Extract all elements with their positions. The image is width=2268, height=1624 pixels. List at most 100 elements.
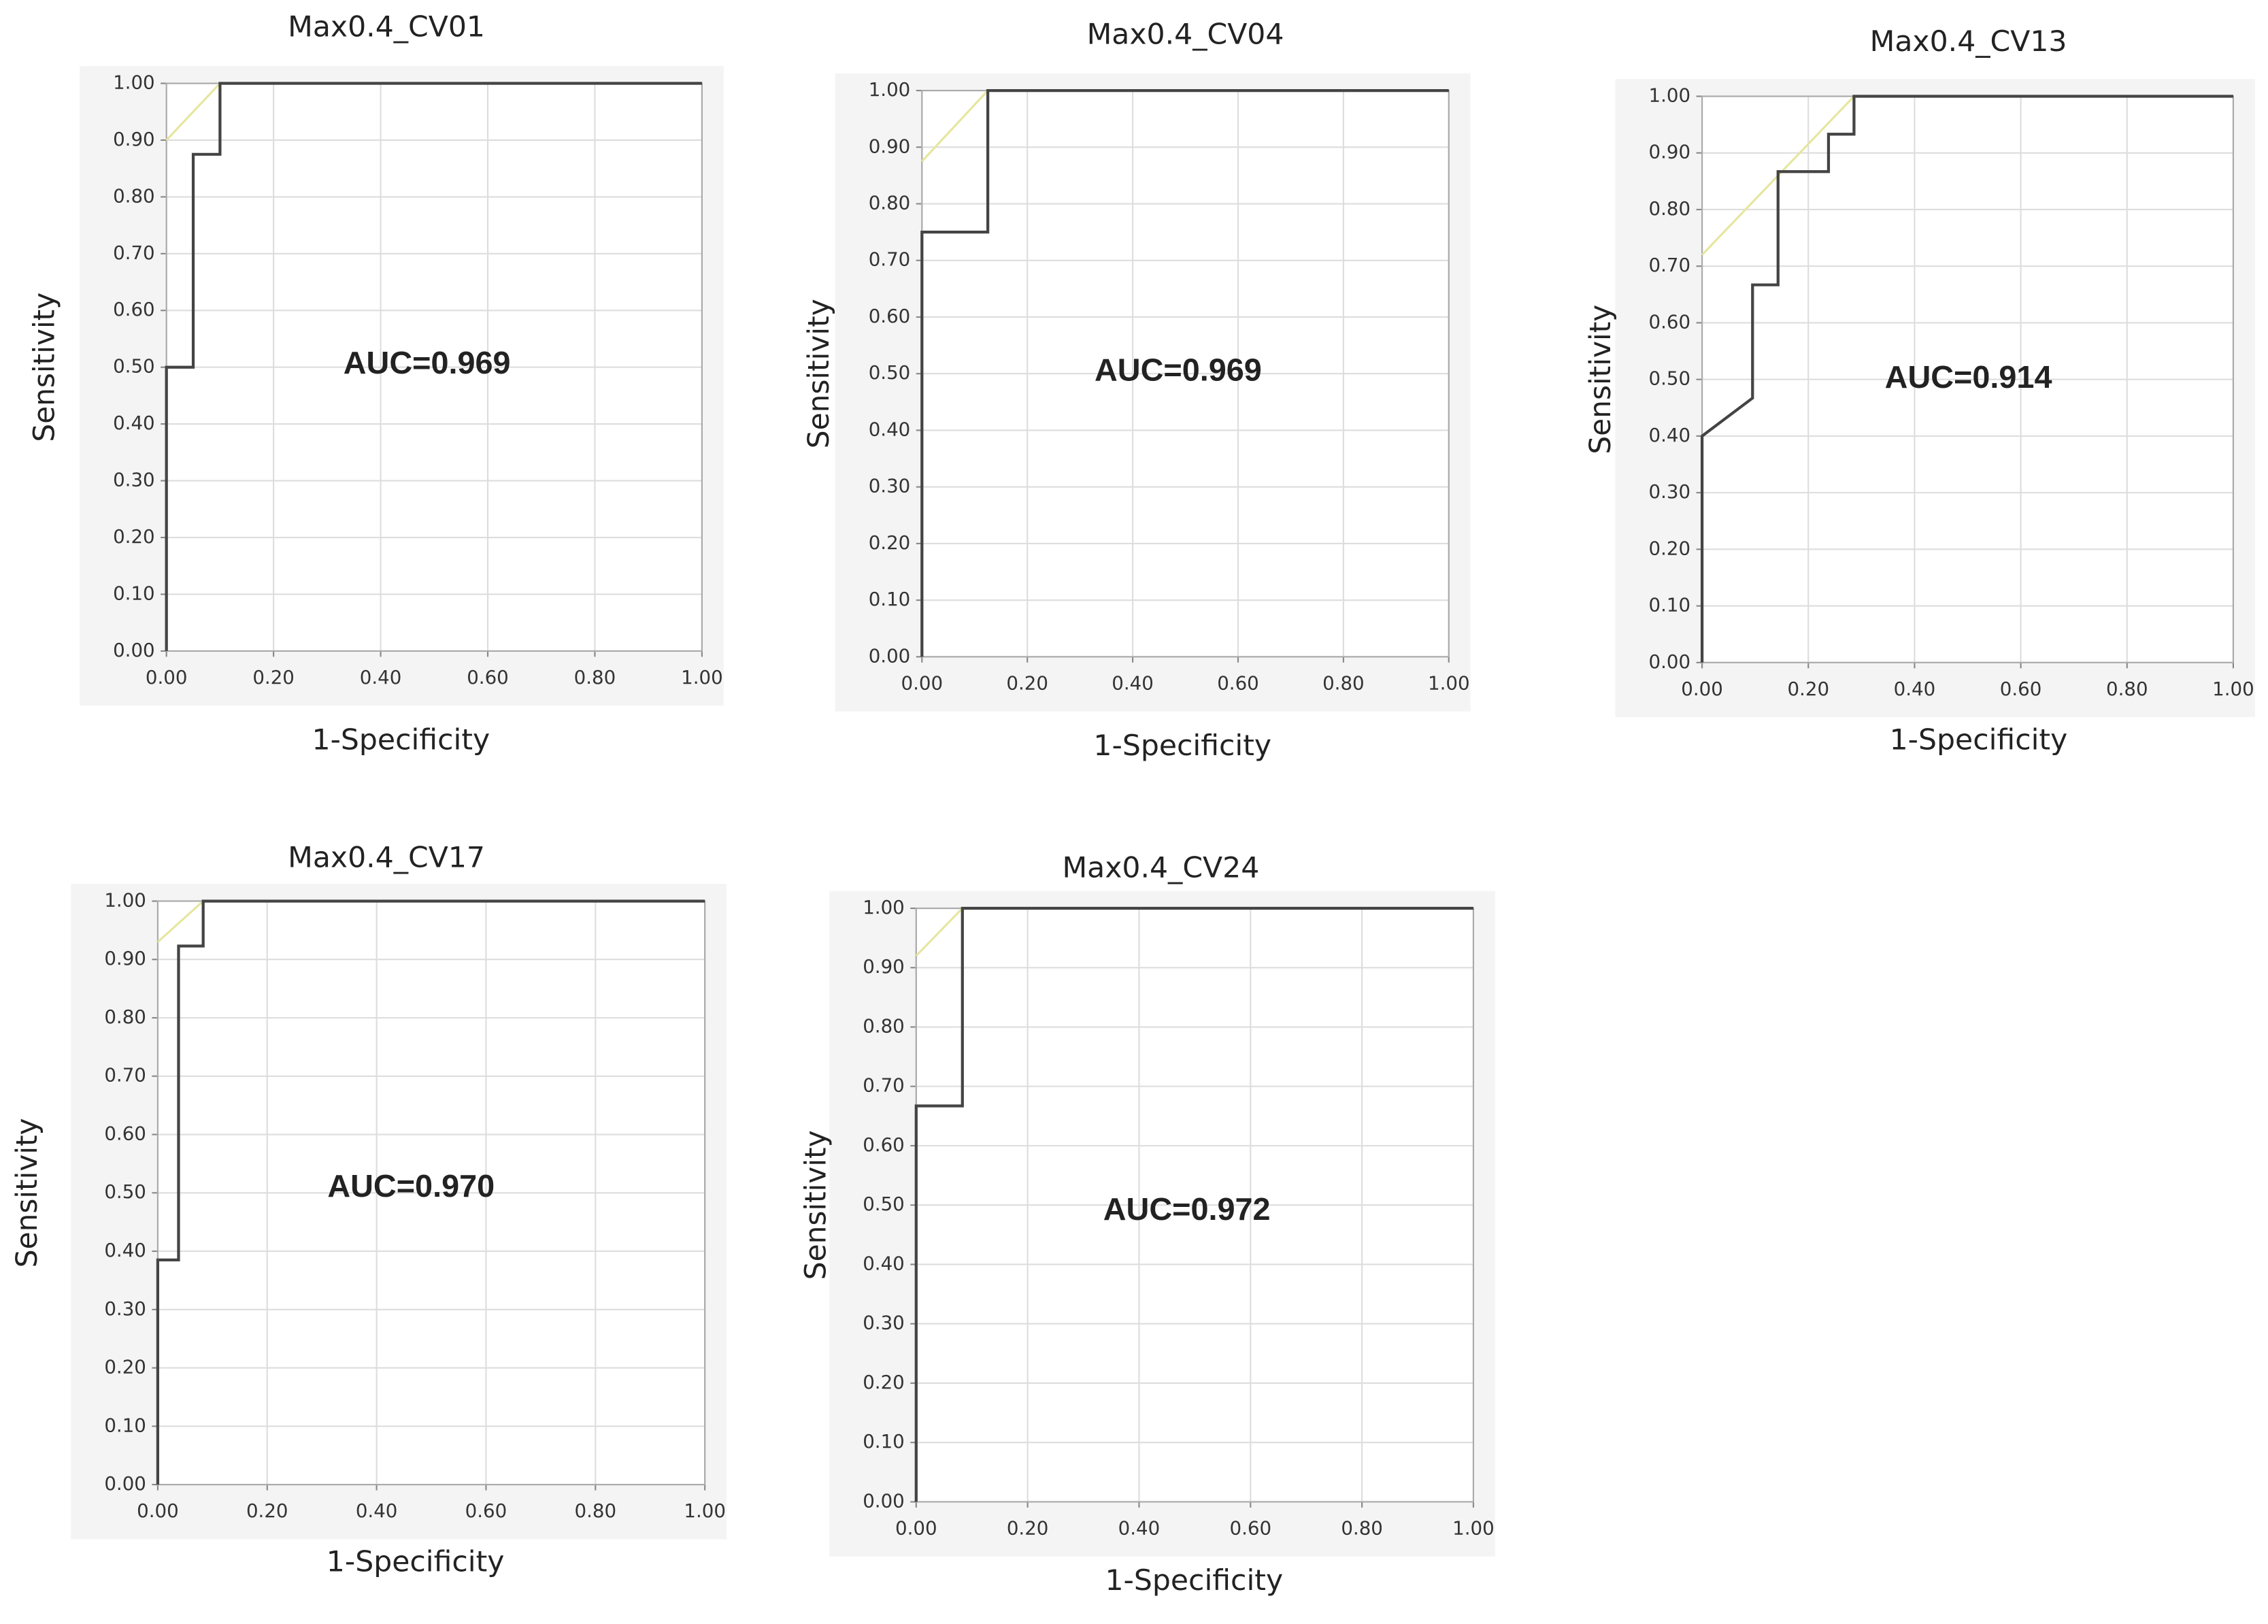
x-tick-label: 0.00 <box>901 673 944 695</box>
y-tick-label: 0.50 <box>113 356 155 378</box>
x-axis-label: 1-Specificity <box>1093 729 1271 762</box>
y-tick-label: 0.20 <box>1649 537 1691 559</box>
x-tick-label: 0.40 <box>356 1500 398 1522</box>
y-tick-label: 0.00 <box>113 640 155 661</box>
x-tick-label: 0.00 <box>895 1518 937 1540</box>
x-tick-label: 0.80 <box>2106 678 2148 700</box>
x-tick-label: 0.20 <box>1006 673 1048 695</box>
chart-title: Max0.4_CV24 <box>1062 851 1259 884</box>
chart-title: Max0.4_CV17 <box>288 841 485 874</box>
y-tick-label: 0.10 <box>1649 595 1691 616</box>
y-tick-label: 0.80 <box>1649 198 1691 220</box>
y-tick-label: 0.30 <box>869 476 911 497</box>
auc-annotation: AUC=0.969 <box>344 345 511 380</box>
y-tick-label: 0.20 <box>113 526 155 548</box>
y-tick-label: 0.50 <box>1649 368 1691 390</box>
x-tick-label: 0.20 <box>1787 678 1829 700</box>
y-tick-label: 0.40 <box>869 419 911 441</box>
y-tick-label: 0.40 <box>1649 425 1691 446</box>
y-tick-label: 0.90 <box>113 129 155 150</box>
y-tick-label: 0.50 <box>869 362 911 384</box>
y-tick-label: 0.90 <box>863 956 905 978</box>
y-tick-label: 0.30 <box>113 469 155 491</box>
y-tick-label: 0.30 <box>863 1312 905 1334</box>
x-tick-label: 0.80 <box>575 1500 617 1522</box>
x-tick-label: 0.00 <box>137 1500 179 1522</box>
y-tick-label: 0.80 <box>863 1016 905 1038</box>
x-tick-label: 0.40 <box>1112 673 1154 695</box>
chart-title: Max0.4_CV04 <box>1087 17 1284 50</box>
x-tick-label: 0.40 <box>1894 678 1936 700</box>
x-tick-label: 0.20 <box>1007 1518 1049 1540</box>
x-axis-label: 1-Specificity <box>1890 723 2068 757</box>
y-tick-label: 0.20 <box>863 1372 905 1393</box>
roc-line <box>920 88 1449 657</box>
y-tick-label: 1.00 <box>113 72 155 94</box>
y-tick-label: 0.60 <box>863 1134 905 1156</box>
roc-line <box>165 82 221 142</box>
y-axis-label: Sensitivity <box>10 1118 44 1267</box>
y-tick-label: 0.40 <box>104 1240 146 1261</box>
x-tick-label: 0.80 <box>574 667 616 689</box>
x-axis-label: 1-Specificity <box>312 723 490 757</box>
x-axis-label: 1-Specificity <box>327 1545 505 1578</box>
roc-line <box>156 900 204 943</box>
y-tick-label: 0.70 <box>104 1065 146 1087</box>
x-tick-label: 0.40 <box>360 667 402 689</box>
auc-annotation: AUC=0.914 <box>1885 359 2052 395</box>
x-tick-label: 0.00 <box>1681 678 1723 700</box>
auc-annotation: AUC=0.972 <box>1103 1191 1271 1227</box>
y-tick-label: 0.00 <box>863 1491 905 1512</box>
auc-annotation: AUC=0.969 <box>1095 352 1262 388</box>
roc-line <box>915 907 963 957</box>
y-tick-label: 0.20 <box>869 532 911 554</box>
y-tick-label: 0.80 <box>869 193 911 214</box>
y-tick-label: 0.30 <box>104 1298 146 1320</box>
y-tick-label: 1.00 <box>104 890 146 912</box>
x-axis-label: 1-Specificity <box>1105 1563 1283 1597</box>
y-tick-label: 0.00 <box>869 645 911 667</box>
y-tick-label: 0.10 <box>104 1414 146 1436</box>
chart-title: Max0.4_CV13 <box>1870 24 2067 58</box>
y-tick-label: 0.50 <box>104 1181 146 1203</box>
y-tick-label: 1.00 <box>869 79 911 101</box>
chart-title: Max0.4_CV01 <box>288 10 485 44</box>
y-tick-label: 0.00 <box>104 1473 146 1495</box>
roc-line <box>165 82 702 651</box>
x-tick-label: 1.00 <box>2212 678 2254 700</box>
y-tick-label: 0.00 <box>1649 651 1691 673</box>
y-tick-label: 0.40 <box>863 1253 905 1275</box>
roc-line <box>921 90 989 163</box>
x-tick-label: 0.80 <box>1341 1518 1383 1540</box>
x-tick-label: 0.60 <box>2000 678 2042 700</box>
y-tick-label: 0.10 <box>113 583 155 605</box>
y-tick-label: 0.70 <box>869 249 911 271</box>
y-tick-label: 1.00 <box>1649 85 1691 107</box>
x-tick-label: 0.20 <box>246 1500 288 1522</box>
y-tick-label: 0.90 <box>1649 142 1691 163</box>
x-tick-label: 0.40 <box>1118 1518 1161 1540</box>
roc-line <box>1700 95 2233 663</box>
y-tick-label: 0.60 <box>104 1123 146 1145</box>
y-tick-label: 1.00 <box>863 897 905 918</box>
x-tick-label: 0.60 <box>1229 1518 1271 1540</box>
y-axis-label: Sensitivity <box>1584 305 1617 454</box>
x-tick-label: 0.00 <box>146 667 188 689</box>
x-tick-label: 0.60 <box>465 1500 507 1522</box>
y-tick-label: 0.60 <box>869 305 911 327</box>
x-tick-label: 0.20 <box>252 667 295 689</box>
y-tick-label: 0.50 <box>863 1193 905 1215</box>
y-tick-label: 0.70 <box>113 242 155 264</box>
y-axis-label: Sensitivity <box>799 1130 833 1280</box>
y-tick-label: 0.70 <box>1649 254 1691 276</box>
roc-line <box>914 906 1473 1502</box>
x-tick-label: 1.00 <box>1428 673 1470 695</box>
roc-line <box>156 899 705 1485</box>
y-tick-label: 0.80 <box>104 1006 146 1028</box>
y-tick-label: 0.20 <box>104 1357 146 1378</box>
y-tick-label: 0.30 <box>1649 481 1691 503</box>
x-tick-label: 1.00 <box>1452 1518 1495 1540</box>
y-tick-label: 0.70 <box>863 1075 905 1097</box>
y-tick-label: 0.10 <box>863 1431 905 1453</box>
